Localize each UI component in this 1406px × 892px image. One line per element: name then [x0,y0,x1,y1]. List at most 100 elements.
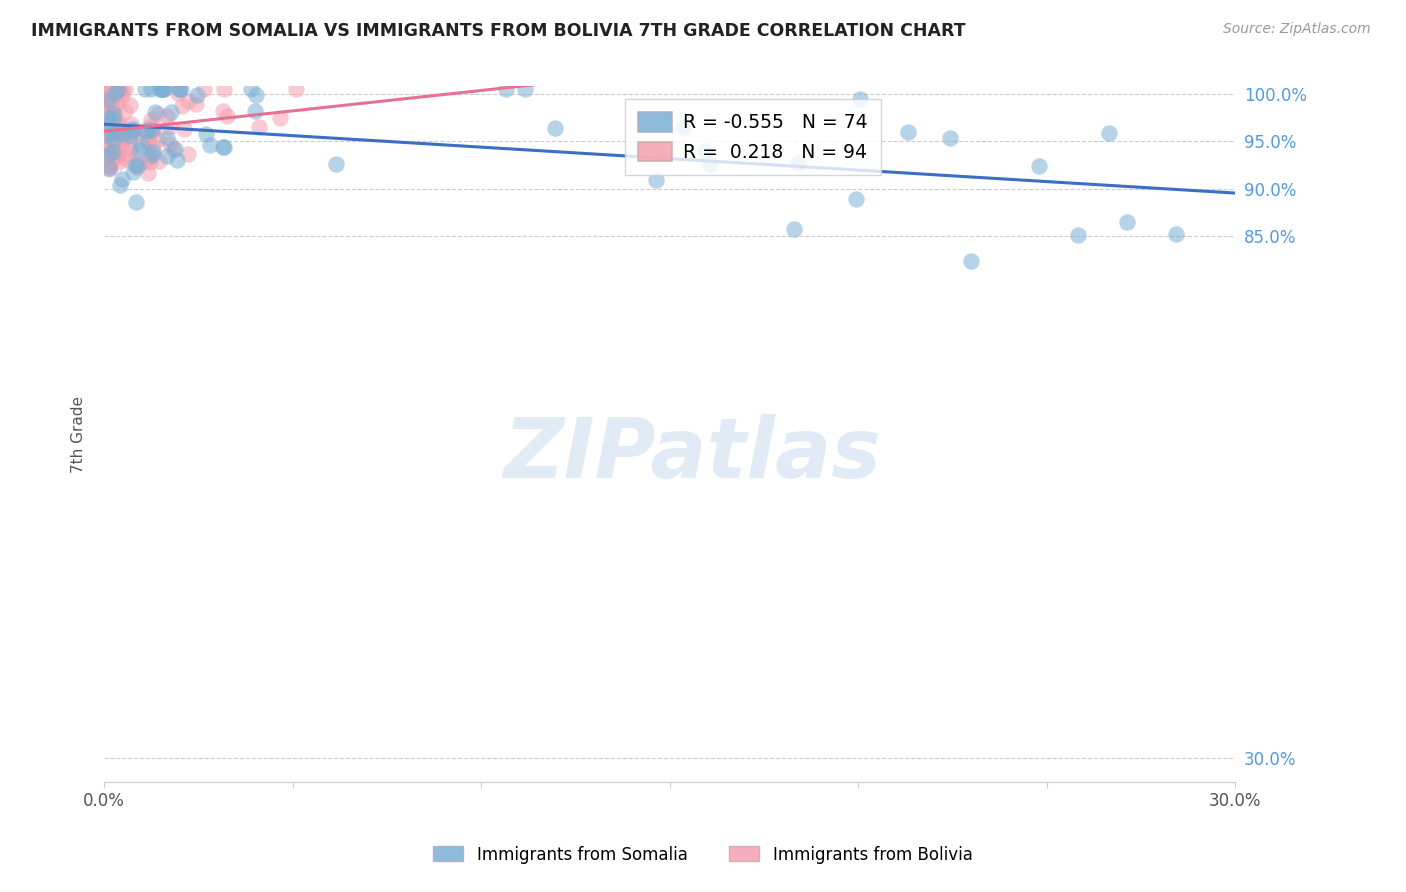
Point [97,135,120,149]
Point [214,140,236,154]
Point [105,95,128,110]
Point [101,145,124,160]
Point [787,156,810,170]
Point [104,86,127,100]
Point [100,161,122,175]
Point [152,82,174,96]
Point [97,159,120,173]
Point [97,82,120,96]
Point [152,82,174,96]
Point [120,133,142,147]
Point [135,133,157,147]
Point [107,82,129,96]
Text: Source: ZipAtlas.com: Source: ZipAtlas.com [1223,22,1371,37]
Point [155,131,177,145]
Point [699,157,721,171]
Point [145,104,167,119]
Point [104,126,127,140]
Point [111,136,134,150]
Point [247,120,270,134]
Point [285,82,308,96]
Point [166,86,188,100]
Point [97,116,120,130]
Point [169,82,191,96]
Point [139,120,162,134]
Text: ZIPatlas: ZIPatlas [503,415,882,495]
Legend: R = -0.555   N = 74, R =  0.218   N = 94: R = -0.555 N = 74, R = 0.218 N = 94 [626,99,882,175]
Point [97,112,120,126]
Point [513,82,536,96]
Point [136,166,159,180]
Point [134,123,156,137]
Point [97,128,120,143]
Point [98,161,121,176]
Point [156,109,179,123]
Point [104,148,127,162]
Point [120,117,142,131]
Point [124,194,146,209]
Point [135,134,157,148]
Point [214,82,236,96]
Point [782,222,804,236]
Point [97,82,120,96]
Point [245,103,267,118]
Point [1166,227,1188,242]
Point [97,93,120,107]
Point [121,125,143,139]
Point [897,125,920,139]
Point [114,82,136,96]
Point [139,113,162,128]
Point [110,178,132,193]
Point [152,82,174,96]
Point [121,122,143,136]
Point [149,82,172,96]
Point [138,134,160,148]
Point [131,138,153,153]
Point [101,112,124,126]
Point [114,103,136,118]
Point [217,109,239,123]
Point [141,120,163,135]
Point [212,140,235,154]
Point [186,87,208,102]
Point [121,123,143,137]
Point [114,152,136,166]
Point [193,82,215,96]
Point [1098,126,1121,140]
Point [101,133,124,147]
Point [240,82,263,96]
Point [141,148,163,162]
Point [104,149,127,163]
Point [97,120,120,134]
Point [169,82,191,96]
Point [110,117,132,131]
Text: IMMIGRANTS FROM SOMALIA VS IMMIGRANTS FROM BOLIVIA 7TH GRADE CORRELATION CHART: IMMIGRANTS FROM SOMALIA VS IMMIGRANTS FR… [31,22,966,40]
Point [120,142,142,156]
Point [100,111,122,125]
Point [97,89,120,103]
Point [543,120,565,135]
Point [97,121,120,136]
Point [97,96,120,111]
Point [849,92,872,106]
Point [121,165,143,179]
Point [245,87,267,102]
Point [146,107,169,121]
Point [127,158,149,172]
Point [127,160,149,174]
Point [1067,227,1090,242]
Point [97,142,120,156]
Point [110,142,132,156]
Point [97,110,120,124]
Point [98,161,121,175]
Point [107,90,129,104]
Point [108,148,131,162]
Point [100,155,122,169]
Point [124,158,146,172]
Point [153,82,176,96]
Point [105,142,128,156]
Point [128,143,150,157]
Point [139,82,162,96]
Point [118,98,141,112]
Point [101,130,124,145]
